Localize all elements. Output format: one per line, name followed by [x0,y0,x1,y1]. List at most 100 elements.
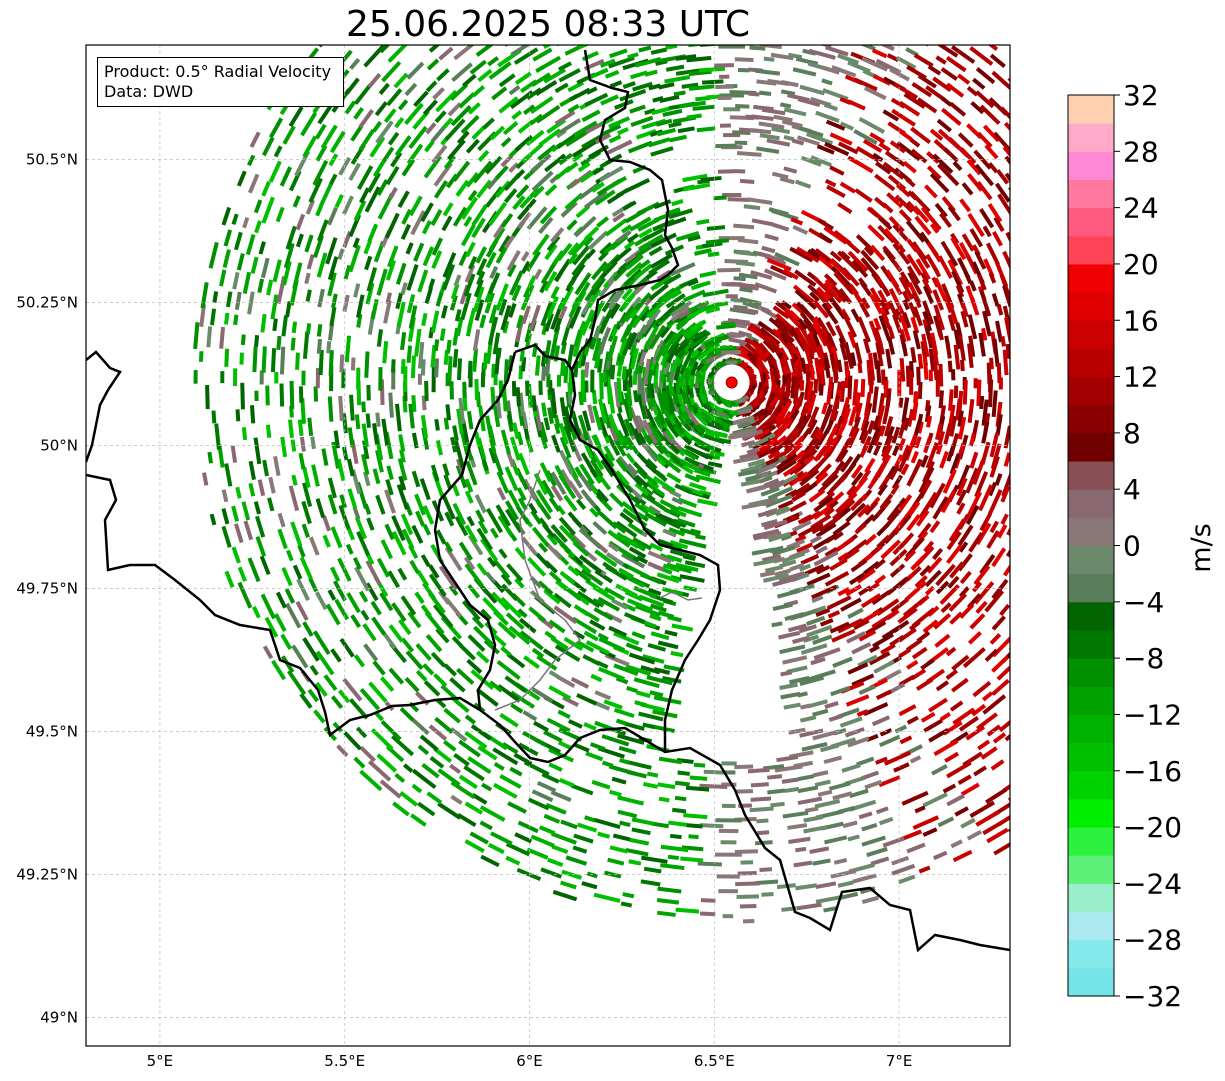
colorbar-tick-label: −28 [1123,924,1182,957]
radar-gate [959,147,977,165]
radar-gate [916,366,921,386]
radar-gate [838,288,853,305]
radar-gate [775,453,798,471]
radar-gate [867,224,885,242]
radar-gate [763,56,775,62]
radar-gate [893,82,919,100]
radar-gate [829,132,853,146]
radar-gate [891,442,901,457]
radar-gate [989,455,1000,478]
radar-gate [770,52,794,61]
radar-gate [924,184,938,199]
radar-gate [845,239,861,254]
radar-gate [897,421,907,439]
radar-gate [900,463,910,476]
radar-gate [812,299,830,319]
radar-gate [956,502,966,515]
radar-gate [800,328,817,354]
colorbar-segment [1068,770,1114,800]
radar-gate [1000,335,1006,347]
radar-gate [947,205,961,222]
colorbar-segment [1068,432,1114,462]
radar-gate [935,680,950,692]
radar-gate [864,533,877,546]
radar-gate [873,317,882,331]
radar-gate [943,147,960,163]
radar-gate [960,310,969,328]
colorbar-tick-label: 32 [1123,79,1159,112]
radar-gate [879,299,890,316]
radar-gate [764,254,787,266]
colorbar-tick-label: 4 [1123,473,1141,506]
radar-gate [759,133,780,141]
radar-gate [859,303,871,318]
radar-gate [890,483,900,496]
radar-gate [996,661,1010,681]
colorbar-tick-label: −4 [1123,586,1164,619]
radar-gate [848,572,866,586]
radar-gate [795,413,812,438]
colorbar-segments [1068,95,1114,997]
radar-gate [966,159,982,176]
radar-gate [949,453,961,475]
radar-gate [755,68,781,76]
radar-gate [880,643,896,655]
radar-gate [924,569,942,588]
radar-gate [791,138,805,146]
radar-gate [888,215,905,233]
radar-gate [940,67,958,81]
colorbar-segment [1068,601,1114,631]
radar-gate [808,48,836,60]
radar-gate [965,504,980,525]
radar-gate [824,178,837,188]
radar-gate [883,416,894,437]
radar-gate [861,56,889,72]
radar-gate [899,314,912,342]
radar-gate [854,523,867,535]
radar-gate [805,380,814,409]
radar-gate [982,124,1001,143]
radar-gate [853,77,878,92]
radar-gate [987,203,1003,223]
radar-gate [901,397,910,423]
radar-gate [853,416,861,430]
radar-gate [981,691,994,702]
radar-gate [829,165,845,176]
radar-gate [978,484,994,512]
radar-gate [814,424,832,451]
radar-gate [922,285,935,305]
radar-gate [881,312,892,329]
radar-gate [791,302,805,315]
radar-gate [725,294,738,299]
radar-gate [809,366,815,381]
radar-gate [772,222,790,232]
radar-gate [825,321,837,337]
radar-gate [758,121,785,130]
radar-gate [929,128,944,141]
radar-gate [807,416,816,429]
radar-gate [919,564,932,577]
radar-gate [947,302,959,325]
radar-gate [722,193,742,197]
radar-gate [751,114,774,121]
radar-gate [888,288,905,315]
radar-gate [902,160,917,174]
colorbar-tick-label: 28 [1123,135,1159,168]
radar-gate [831,65,857,78]
radar-gate [939,450,949,469]
radar-gate [1002,778,1010,793]
radar-gate [958,541,969,553]
radar-gate [905,638,923,652]
radar-gate [855,146,880,163]
colorbar-segment [1068,545,1114,575]
radar-gate [979,208,995,229]
radar-gate [974,163,995,187]
radar-gate [994,473,1003,486]
radar-gate [837,250,860,273]
radar-gate [968,532,984,553]
radar-gate [969,451,979,469]
radar-gate [850,558,868,573]
radar-gate [860,429,870,445]
radar-gate [907,271,923,296]
